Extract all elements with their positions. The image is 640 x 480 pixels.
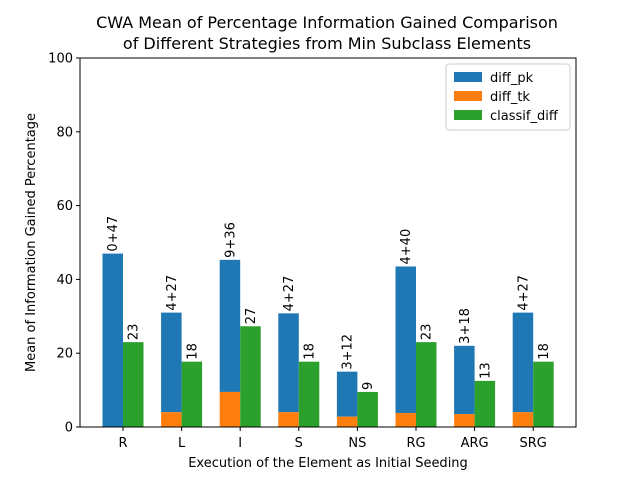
plot-area: 0 20 40 60 80 100 0+47 23 R 4+27 18 L 9+36 27 I 4+27 18 S… [48,52,554,451]
x-tick-label: L [178,436,186,451]
legend-swatch-diff_tk [454,91,482,101]
y-tick-label: 0 [65,421,73,436]
legend: diff_pk diff_tk classif_diff [445,63,571,131]
bar-diff_tk-SRG [512,412,534,427]
y-tick-label: 80 [56,125,73,140]
legend-swatch-diff_pk [454,72,482,82]
chart-title-line-1: CWA Mean of Percentage Information Gaine… [96,13,558,32]
bar-classif_diff-ARG [474,380,496,427]
axes-frame [79,57,577,428]
data-label-classif-NS: 9 [361,382,376,390]
bar-diff_tk-I [219,391,241,427]
legend-label-classif_diff: classif_diff [490,109,559,124]
x-tick-label: ARG [461,436,489,451]
data-label-classif-RG: 23 [420,324,435,341]
y-tick-label: 100 [48,52,73,67]
bar-diff_pk-S [278,313,299,413]
bar-diff_pk-NS [336,371,358,417]
bar-classif_diff-SRG [533,361,554,427]
x-tick-label: NS [348,436,366,451]
y-tick-label: 60 [56,199,73,214]
x-tick-label: I [238,436,242,451]
data-label-stacked-RG: 4+40 [399,229,414,265]
bar-classif_diff-I [240,326,261,427]
data-label-stacked-S: 4+27 [282,276,297,312]
data-label-classif-SRG: 18 [537,343,552,360]
data-label-stacked-R: 0+47 [106,216,121,252]
bar-classif_diff-NS [357,391,378,427]
data-label-stacked-L: 4+27 [165,275,180,311]
data-label-classif-S: 18 [303,343,318,360]
legend-label-diff_tk: diff_tk [490,90,530,105]
x-axis-label: Execution of the Element as Initial Seed… [188,456,468,471]
data-label-stacked-I: 9+36 [223,222,238,258]
bar-classif_diff-RG [416,342,437,427]
data-label-classif-L: 18 [185,343,200,360]
x-tick-label: RG [406,436,425,451]
bar-diff_pk-RG [395,266,416,413]
bar-diff_pk-I [219,259,241,392]
data-label-classif-I: 27 [244,308,259,325]
bar-classif_diff-S [298,361,320,427]
x-tick-label: R [118,436,127,451]
y-tick-label: 40 [56,273,73,288]
bar-diff_tk-NS [336,416,358,427]
bar-diff_tk-L [161,412,182,427]
data-label-stacked-SRG: 4+27 [516,275,531,311]
bar-diff_pk-SRG [512,312,534,413]
data-label-stacked-NS: 3+12 [341,334,356,370]
x-tick-label: SRG [520,436,547,451]
y-tick-label: 20 [56,347,73,362]
data-label-classif-R: 23 [127,324,142,341]
bar-diff_tk-S [278,412,299,427]
bar-diff_pk-L [161,312,182,413]
data-label-classif-ARG: 13 [478,362,493,379]
chart-title-line-2: of Different Strategies from Min Subclas… [123,34,531,53]
legend-swatch-classif_diff [454,110,482,120]
y-axis-label: Mean of Information Gained Percentage [24,113,39,372]
bar-classif_diff-L [181,361,203,427]
legend-label-diff_pk: diff_pk [490,71,534,86]
x-tick-label: S [295,436,303,451]
bar-diff_tk-RG [395,412,416,427]
bar-diff_pk-ARG [454,345,475,415]
bar-diff_pk-R [102,253,123,427]
data-label-stacked-ARG: 3+18 [458,308,473,344]
bar-diff_tk-ARG [454,414,475,427]
bar-classif_diff-R [123,342,144,427]
